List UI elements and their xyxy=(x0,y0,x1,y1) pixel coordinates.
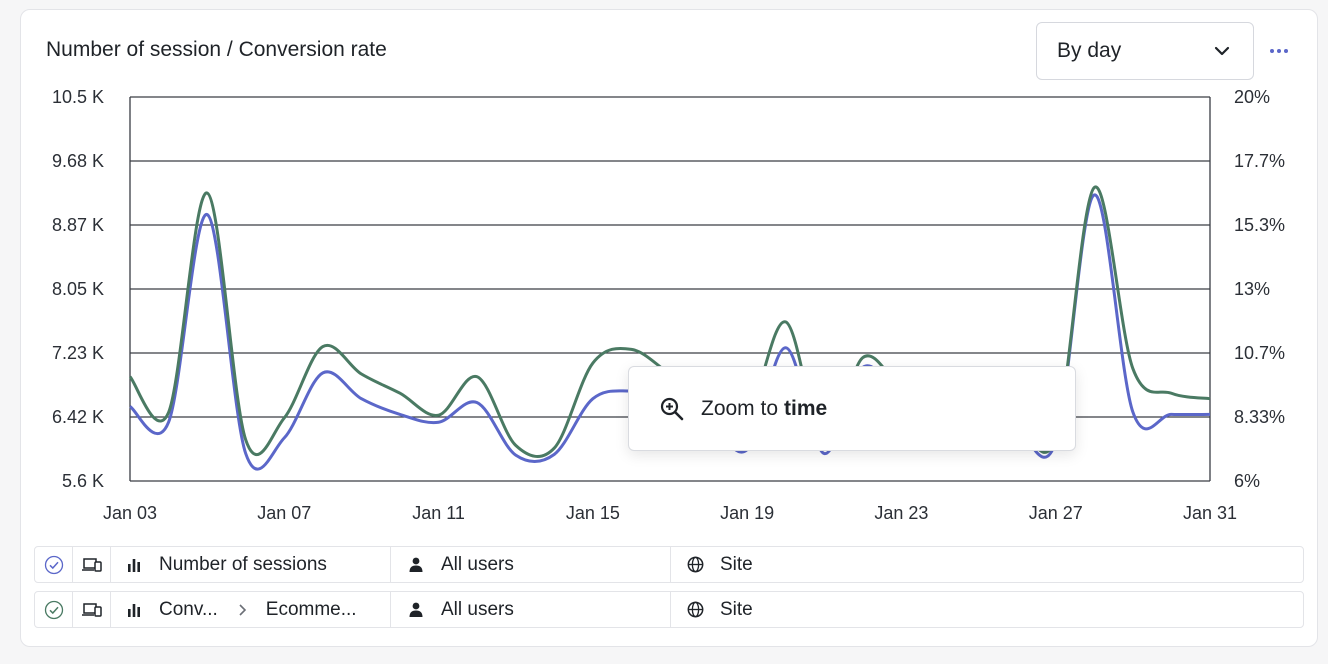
y-left-tick-label: 10.5 K xyxy=(52,87,104,107)
check-circle-icon xyxy=(44,555,63,574)
y-right-tick-label: 15.3% xyxy=(1234,215,1285,235)
x-tick-label: Jan 19 xyxy=(720,503,774,523)
globe-icon xyxy=(687,601,704,618)
x-tick-label: Jan 03 xyxy=(103,503,157,523)
y-left-tick-label: 8.05 K xyxy=(52,279,104,299)
zoom-in-icon xyxy=(660,397,684,420)
user-icon xyxy=(409,602,423,617)
segment-audience[interactable]: All users xyxy=(391,592,671,627)
more-options-button[interactable] xyxy=(1266,38,1292,64)
x-tick-label: Jan 27 xyxy=(1029,503,1083,523)
y-right-tick-label: 13% xyxy=(1234,279,1270,299)
x-tick-label: Jan 11 xyxy=(412,503,465,523)
globe-icon xyxy=(687,556,704,573)
check-circle-icon xyxy=(44,600,63,619)
period-select[interactable]: By day xyxy=(1036,22,1254,80)
user-icon xyxy=(409,557,423,572)
devices-icon xyxy=(81,602,102,617)
bar-chart-icon xyxy=(128,558,140,572)
segment-row-sessions[interactable]: Number of sessions All users Site xyxy=(34,546,1304,583)
grid-lines xyxy=(129,96,1211,482)
zoom-tooltip-prefix: Zoom to xyxy=(701,396,779,420)
x-tick-label: Jan 31 xyxy=(1183,503,1237,523)
zoom-tooltip[interactable]: Zoom to time xyxy=(628,366,1076,451)
x-axis: Jan 03 Jan 07 Jan 11 Jan 15 Jan 19 Jan 23 Jan … xyxy=(103,503,1237,523)
y-left-tick-label: 9.68 K xyxy=(52,151,104,171)
segment-audience-label: All users xyxy=(441,598,514,620)
x-tick-label: Jan 15 xyxy=(566,503,620,523)
segment-status[interactable] xyxy=(35,547,73,582)
x-tick-label: Jan 07 xyxy=(257,503,311,523)
segment-scope-label: Site xyxy=(720,553,753,575)
segment-status[interactable] xyxy=(35,592,73,627)
y-right-tick-label: 6% xyxy=(1234,471,1260,491)
chart-title: Number of session / Conversion rate xyxy=(46,38,387,61)
chevron-down-icon xyxy=(1214,46,1230,56)
segment-audience[interactable]: All users xyxy=(391,547,671,582)
segment-scope[interactable]: Site xyxy=(671,592,971,627)
segment-scope-label: Site xyxy=(720,598,753,620)
segment-device[interactable] xyxy=(73,547,111,582)
y-left-tick-label: 5.6 K xyxy=(62,471,104,491)
segment-metric-label: Number of sessions xyxy=(159,553,327,575)
segment-metric-label: Conv... xyxy=(159,598,218,620)
line-chart[interactable]: 10.5 K 9.68 K 8.87 K 8.05 K 7.23 K 6.42 K 5.6 … xyxy=(0,0,1328,540)
segment-scope[interactable]: Site xyxy=(671,547,971,582)
devices-icon xyxy=(81,557,102,572)
y-right-tick-label: 8.33% xyxy=(1234,407,1285,427)
bar-chart-icon xyxy=(128,603,140,617)
y-right-tick-label: 17.7% xyxy=(1234,151,1285,171)
y-right-tick-label: 20% xyxy=(1234,87,1270,107)
ellipsis-icon xyxy=(1270,49,1288,53)
y-left-tick-label: 8.87 K xyxy=(52,215,104,235)
zoom-tooltip-target: time xyxy=(784,396,828,420)
segment-row-conversion[interactable]: Conv... Ecomme... All users Site xyxy=(34,591,1304,628)
segment-metric-sublabel: Ecomme... xyxy=(265,598,357,620)
chart-card xyxy=(20,9,1318,647)
segment-metric[interactable]: Number of sessions xyxy=(111,547,391,582)
segment-metric[interactable]: Conv... Ecomme... xyxy=(111,592,391,627)
period-select-value: By day xyxy=(1057,39,1122,62)
y-left-tick-label: 7.23 K xyxy=(52,343,104,363)
y-axis-left: 10.5 K 9.68 K 8.87 K 8.05 K 7.23 K 6.42 K 5.6 … xyxy=(52,87,104,491)
y-left-tick-label: 6.42 K xyxy=(52,407,104,427)
x-tick-label: Jan 23 xyxy=(874,503,928,523)
y-axis-right: 20% 17.7% 15.3% 13% 10.7% 8.33% 6% xyxy=(1234,87,1285,491)
chevron-right-icon xyxy=(239,603,246,616)
y-right-tick-label: 10.7% xyxy=(1234,343,1285,363)
segment-device[interactable] xyxy=(73,592,111,627)
segment-audience-label: All users xyxy=(441,553,514,575)
